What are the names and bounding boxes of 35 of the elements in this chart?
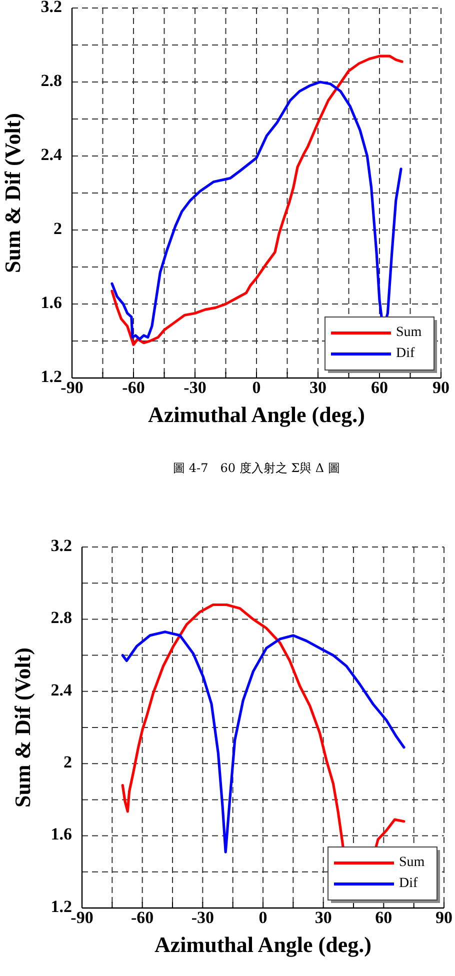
x-tick-label: 90 <box>436 908 452 927</box>
x-tick-label: -30 <box>184 378 206 397</box>
y-axis-title: Sum & Dif (Volt) <box>0 113 25 273</box>
x-axis-title: Azimuthal Angle (deg.) <box>154 932 372 957</box>
y-tick-label: 2 <box>54 218 62 238</box>
x-tick-label: -30 <box>191 908 214 927</box>
y-axis-title: Sum & Dif (Volt) <box>10 648 35 808</box>
x-tick-label: 30 <box>310 378 326 397</box>
y-tick-label: 3.2 <box>40 0 62 16</box>
legend-label: Dif <box>396 346 415 362</box>
caption: 圖 4-7 60 度入射之 Σ與 Δ 圖 <box>173 461 340 475</box>
legend-label: Dif <box>399 876 418 892</box>
x-tick-label: -90 <box>70 908 94 927</box>
x-tick-label: 60 <box>375 908 392 927</box>
y-tick-label: 2.8 <box>40 70 62 90</box>
x-tick-label: -90 <box>60 378 84 397</box>
x-tick-label: 90 <box>432 378 450 397</box>
y-tick-label: 1.6 <box>40 292 62 312</box>
y-tick-label: 2.4 <box>40 144 62 164</box>
legend-label: Sum <box>399 855 425 870</box>
x-tick-label: 0 <box>258 908 268 927</box>
y-tick-label: 1.2 <box>50 896 72 916</box>
y-tick-label: 1.6 <box>50 824 72 844</box>
x-tick-label: 30 <box>314 908 332 927</box>
y-tick-label: 2.4 <box>50 680 72 700</box>
legend-label: Sum <box>396 325 422 340</box>
x-axis-title: Azimuthal Angle (deg.) <box>148 402 365 427</box>
x-tick-label: -60 <box>130 908 154 927</box>
x-tick-label: 0 <box>252 378 261 397</box>
x-tick-label: -60 <box>122 378 145 397</box>
y-tick-label: 1.2 <box>40 366 62 386</box>
x-tick-label: 60 <box>371 378 388 397</box>
y-tick-label: 2 <box>64 752 72 772</box>
y-tick-label: 2.8 <box>50 608 72 628</box>
y-tick-label: 3.2 <box>50 536 72 555</box>
